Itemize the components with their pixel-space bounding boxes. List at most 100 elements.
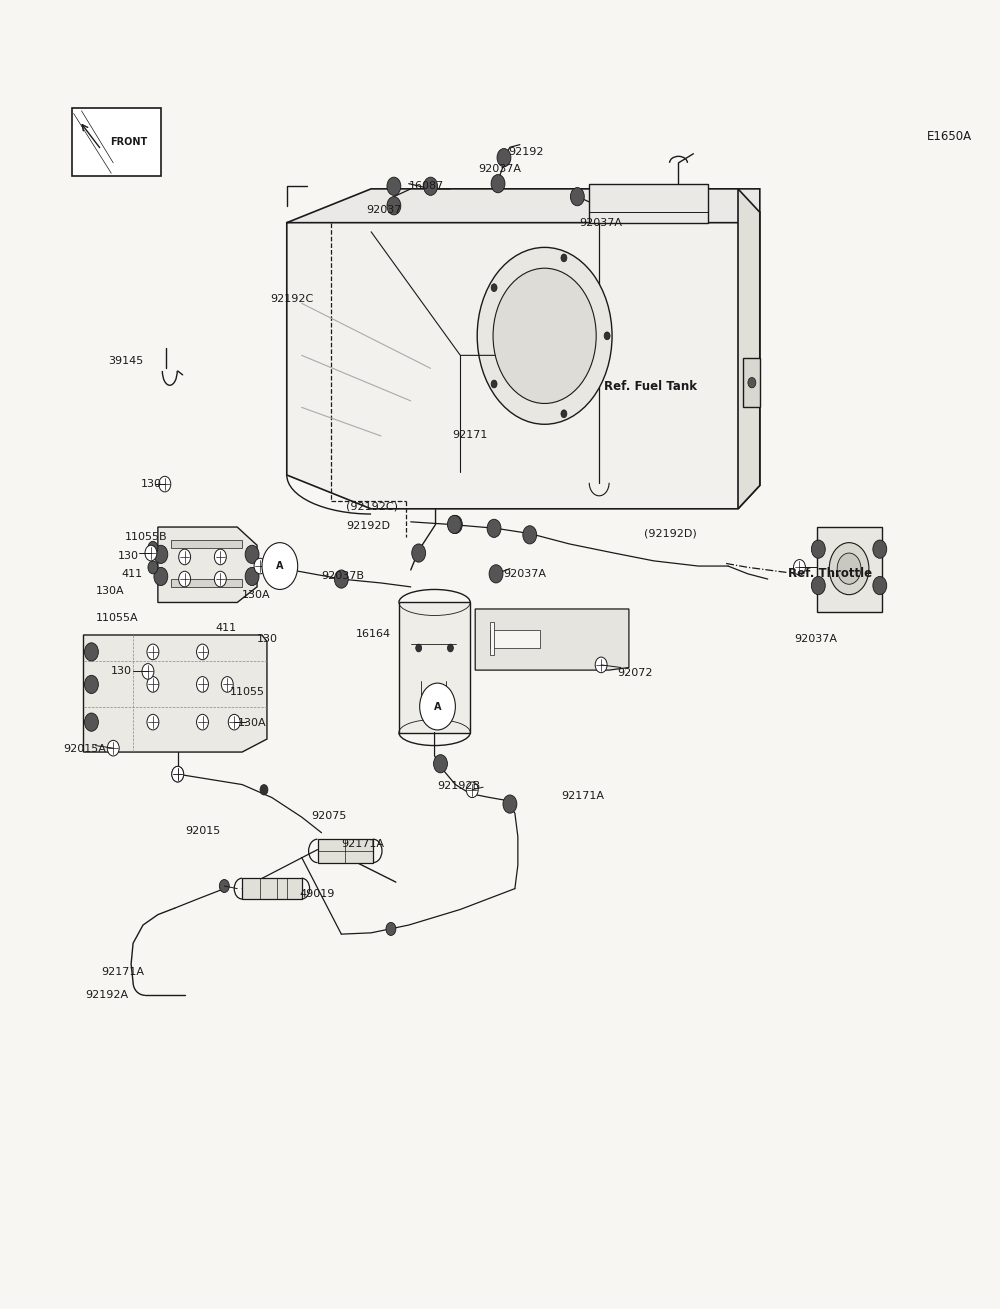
Circle shape: [197, 644, 208, 660]
Text: FRONT: FRONT: [110, 137, 148, 147]
Circle shape: [262, 543, 298, 589]
Circle shape: [873, 576, 887, 594]
Circle shape: [148, 542, 158, 554]
Text: 92192B: 92192B: [438, 781, 481, 791]
Circle shape: [147, 715, 159, 730]
Text: 92037A: 92037A: [795, 634, 838, 644]
Bar: [171, 579, 242, 586]
Polygon shape: [287, 188, 760, 509]
Text: 92015A: 92015A: [64, 745, 107, 754]
Text: A: A: [434, 702, 441, 712]
Circle shape: [154, 546, 168, 563]
Circle shape: [487, 520, 501, 538]
Circle shape: [420, 683, 455, 730]
Circle shape: [570, 187, 584, 206]
Circle shape: [142, 664, 154, 679]
Text: 130: 130: [257, 634, 278, 644]
Polygon shape: [475, 609, 629, 670]
Circle shape: [523, 526, 537, 545]
Text: 130: 130: [141, 479, 162, 490]
Circle shape: [561, 410, 567, 418]
Polygon shape: [158, 528, 257, 602]
Circle shape: [604, 332, 610, 340]
Circle shape: [794, 559, 805, 575]
Text: 92037B: 92037B: [322, 572, 365, 581]
Text: 92037A: 92037A: [579, 217, 622, 228]
Text: 130A: 130A: [95, 585, 124, 596]
Circle shape: [107, 741, 119, 757]
Circle shape: [491, 380, 497, 387]
Circle shape: [412, 545, 426, 562]
Circle shape: [84, 675, 98, 694]
Circle shape: [145, 546, 157, 560]
Circle shape: [172, 766, 184, 781]
Text: 11055: 11055: [230, 687, 265, 698]
Circle shape: [214, 550, 226, 564]
Text: 92192A: 92192A: [85, 991, 129, 1000]
Text: 11055B: 11055B: [125, 533, 168, 542]
Bar: [318, 839, 373, 863]
Circle shape: [489, 564, 503, 583]
Circle shape: [147, 677, 159, 692]
Bar: [171, 541, 242, 548]
Circle shape: [197, 677, 208, 692]
Text: 92192: 92192: [508, 148, 543, 157]
Circle shape: [245, 546, 259, 563]
Bar: [743, 357, 760, 407]
Bar: [490, 630, 540, 648]
Text: 411: 411: [121, 569, 142, 579]
Circle shape: [811, 541, 825, 558]
Circle shape: [221, 677, 233, 692]
Bar: [72, 109, 161, 175]
Circle shape: [154, 567, 168, 585]
Circle shape: [424, 177, 438, 195]
Text: 130A: 130A: [242, 589, 271, 600]
Circle shape: [447, 516, 461, 534]
Circle shape: [491, 284, 497, 292]
Text: 92171A: 92171A: [561, 791, 604, 801]
Circle shape: [197, 715, 208, 730]
Polygon shape: [287, 188, 760, 223]
Text: E1650A: E1650A: [926, 131, 972, 143]
Circle shape: [748, 377, 756, 387]
Text: (92192D): (92192D): [644, 529, 697, 538]
Circle shape: [148, 560, 158, 573]
Polygon shape: [84, 635, 267, 753]
Circle shape: [493, 268, 596, 403]
Circle shape: [172, 766, 184, 781]
Circle shape: [254, 558, 266, 573]
Circle shape: [466, 781, 478, 797]
Text: 11055A: 11055A: [95, 613, 138, 623]
Text: A: A: [276, 562, 284, 571]
Circle shape: [447, 644, 453, 652]
Circle shape: [497, 148, 511, 166]
Text: 130: 130: [111, 666, 132, 677]
Text: Ref. Fuel Tank: Ref. Fuel Tank: [604, 380, 697, 393]
Circle shape: [595, 657, 607, 673]
Text: 130: 130: [118, 551, 139, 560]
Circle shape: [448, 516, 462, 534]
Bar: [817, 528, 882, 611]
Circle shape: [477, 247, 612, 424]
Text: 92037A: 92037A: [503, 569, 546, 579]
Circle shape: [416, 644, 422, 652]
Text: 49019: 49019: [300, 889, 335, 899]
Circle shape: [147, 644, 159, 660]
Text: 92037: 92037: [366, 204, 402, 215]
Text: 16087: 16087: [409, 181, 444, 191]
Text: 92171: 92171: [452, 429, 488, 440]
Circle shape: [503, 795, 517, 813]
Circle shape: [219, 880, 229, 893]
Bar: [399, 602, 470, 733]
Circle shape: [260, 784, 268, 795]
Text: Ref. Throttle: Ref. Throttle: [788, 567, 872, 580]
Text: (92192C): (92192C): [346, 501, 398, 512]
Circle shape: [159, 476, 171, 492]
Text: 92171A: 92171A: [341, 839, 384, 850]
Circle shape: [245, 567, 259, 585]
Circle shape: [829, 543, 869, 594]
Circle shape: [387, 177, 401, 195]
Text: 130A: 130A: [238, 719, 267, 728]
Circle shape: [214, 571, 226, 586]
Text: 92072: 92072: [617, 668, 653, 678]
